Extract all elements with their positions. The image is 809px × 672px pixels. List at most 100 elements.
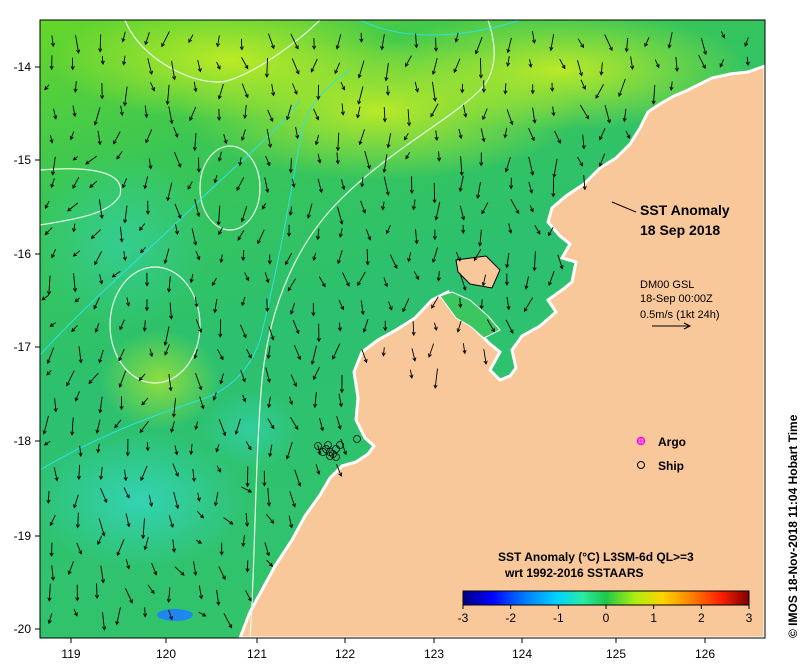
current-vector	[358, 86, 364, 105]
current-vector	[98, 349, 104, 363]
current-vector-head	[312, 375, 317, 381]
scale-arrow	[652, 322, 692, 330]
current-vector-head	[121, 38, 126, 43]
current-vector	[557, 254, 563, 269]
current-vector	[525, 276, 529, 289]
current-vector	[506, 297, 510, 310]
current-vector-head	[515, 209, 520, 215]
map-date: 18 Sep 2018	[640, 222, 720, 238]
current-vector-head	[338, 472, 343, 477]
current-vector	[223, 613, 232, 629]
credit-line: © IMOS 18-Nov-2018 11:04 Hobart Time	[786, 414, 800, 638]
colorbar-tick-label: 3	[746, 611, 753, 625]
current-vector-head	[49, 521, 54, 527]
current-vector-head	[491, 328, 495, 333]
current-vector	[149, 82, 155, 91]
current-vector	[241, 83, 249, 98]
current-vector-head	[358, 140, 363, 146]
current-vector-head	[341, 86, 346, 91]
current-vector-head	[85, 160, 90, 165]
current-vector-head	[432, 199, 437, 204]
current-vector-head	[228, 624, 233, 629]
current-vector	[294, 469, 301, 487]
current-vector	[285, 252, 293, 265]
current-vector	[197, 59, 201, 72]
svg-text:-17: -17	[14, 340, 32, 354]
current-vector	[336, 416, 341, 429]
current-vector-head	[121, 61, 127, 66]
current-vector	[291, 58, 300, 74]
current-vector	[266, 298, 268, 312]
current-vector-head	[437, 157, 442, 162]
current-vector-head	[73, 612, 78, 617]
current-vector-head	[337, 259, 342, 265]
current-vector-head	[244, 93, 249, 99]
current-vector	[507, 37, 512, 53]
current-vector-head	[415, 275, 420, 281]
current-vector	[625, 130, 631, 139]
current-vector	[595, 84, 604, 99]
current-vector	[148, 158, 152, 169]
current-vector-head	[479, 305, 484, 310]
current-vector-head	[168, 387, 173, 392]
current-vector-head	[197, 539, 203, 544]
current-vector	[164, 326, 170, 346]
current-vector-head	[197, 68, 202, 73]
current-vector	[552, 106, 555, 116]
current-vector	[193, 81, 197, 92]
current-vector-head	[125, 452, 130, 457]
current-vector-head	[245, 568, 250, 573]
current-vector-head	[122, 183, 126, 189]
current-vector-head	[407, 122, 412, 127]
current-vector-head	[651, 100, 656, 105]
current-vector	[144, 32, 150, 45]
current-vector-head	[310, 360, 315, 365]
current-vector-head	[582, 85, 586, 90]
argo-symbol	[636, 436, 646, 446]
current-vector-head	[239, 46, 244, 51]
current-vector	[244, 104, 247, 119]
current-vector-head	[357, 100, 362, 105]
current-vector-head	[100, 95, 105, 100]
current-vector	[168, 587, 171, 603]
current-vector-head	[102, 626, 107, 631]
current-vector-head	[94, 594, 100, 600]
current-vector	[363, 319, 369, 333]
current-vector	[409, 369, 413, 379]
current-vector	[173, 398, 177, 417]
current-vector	[195, 373, 202, 390]
colorbar-tick-label: 0	[603, 611, 610, 625]
map-title: SST Anomaly	[640, 202, 730, 218]
current-vector	[241, 205, 248, 222]
current-vector-head	[366, 164, 371, 170]
current-vector	[290, 416, 299, 430]
current-vector	[313, 252, 317, 261]
current-vector-head	[506, 62, 511, 67]
current-vector	[477, 182, 481, 199]
current-vector-head	[140, 476, 145, 482]
current-vector	[195, 250, 200, 260]
current-vector-head	[288, 211, 293, 216]
current-vector-head	[113, 140, 117, 145]
current-vector	[269, 444, 273, 457]
current-vector-head	[316, 95, 321, 101]
current-vector-head	[244, 65, 249, 70]
current-vector-head	[338, 233, 343, 238]
current-vector-head	[141, 401, 146, 406]
current-vector-head	[357, 74, 362, 79]
current-vector-head	[268, 452, 273, 458]
current-vector-head	[431, 258, 436, 263]
current-vector	[415, 33, 417, 48]
current-vector-head	[221, 575, 226, 580]
current-vector-head	[242, 334, 247, 339]
current-vector	[529, 204, 534, 212]
current-vector	[76, 542, 82, 555]
current-vector	[45, 200, 50, 209]
current-vector-head	[532, 267, 537, 272]
current-vector	[289, 206, 293, 216]
current-vector	[97, 130, 101, 145]
current-vector	[93, 297, 100, 309]
current-vector	[237, 229, 245, 241]
current-vector-head	[431, 70, 436, 76]
current-vector	[51, 35, 54, 47]
